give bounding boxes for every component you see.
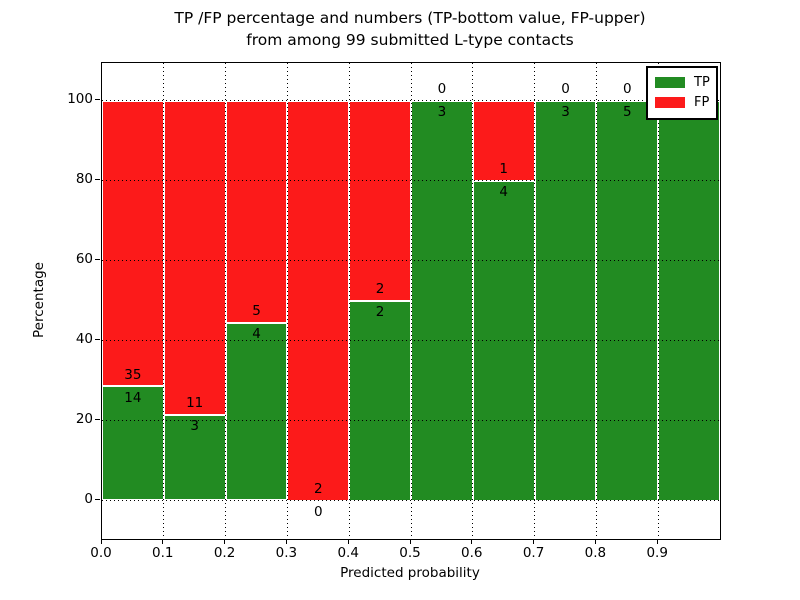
- fp-color-swatch: [655, 96, 685, 108]
- x-tick-mark: [285, 540, 287, 544]
- bar-segment-fp: [225, 100, 288, 323]
- plot-area: 35141135420220314030505: [101, 62, 721, 540]
- fp-count-label: 0: [561, 81, 570, 97]
- v-gridline: [534, 63, 536, 539]
- x-tick-mark: [347, 540, 349, 544]
- fp-count-label: 1: [499, 161, 508, 177]
- legend-label-tp: TP: [694, 74, 710, 90]
- bar-segment-fp: [163, 100, 226, 415]
- y-axis-label: Percentage: [31, 262, 47, 338]
- bar-segment-fp: [349, 100, 411, 301]
- x-tick-mark: [656, 540, 658, 544]
- chart-title-line2: from among 99 submitted L-type contacts: [246, 31, 574, 49]
- bar-segment-tp: [225, 322, 288, 501]
- bar-segment-tp: [163, 414, 226, 501]
- x-tick-label: 0.1: [152, 545, 174, 561]
- tp-count-label: 4: [252, 326, 261, 343]
- x-tick-label: 0.2: [213, 545, 236, 561]
- fp-count-label: 2: [314, 481, 323, 497]
- bar-segment-fp: [287, 100, 350, 501]
- bar-segment-tp: [658, 100, 720, 501]
- x-tick-label: 0.7: [522, 545, 545, 561]
- tp-color-swatch: [655, 76, 685, 88]
- y-tick-mark: [95, 259, 100, 260]
- x-tick-label: 0.0: [90, 545, 112, 561]
- bar-segment-tp: [349, 300, 411, 501]
- fp-count-label: 35: [124, 366, 142, 383]
- x-tick-mark: [224, 540, 226, 544]
- fp-count-label: 11: [186, 395, 204, 412]
- y-tick-label: 40: [75, 331, 93, 347]
- v-gridline: [657, 63, 659, 539]
- x-tick-label: 0.8: [584, 545, 607, 561]
- fp-count-label: 0: [437, 81, 447, 97]
- legend-item-tp: TP: [648, 72, 716, 92]
- bar-segment-tp: [411, 100, 473, 501]
- v-gridline: [286, 63, 288, 539]
- tp-count-label: 3: [437, 104, 447, 120]
- y-tick-label: 0: [84, 491, 93, 507]
- y-tick-mark: [95, 499, 100, 500]
- x-tick-mark: [409, 540, 411, 544]
- bar-segment-tp: [102, 386, 164, 501]
- x-tick-label: 0.3: [275, 545, 298, 561]
- x-tick-label: 0.6: [461, 545, 483, 561]
- tp-count-label: 2: [375, 304, 385, 320]
- tp-count-label: 4: [499, 184, 508, 200]
- bar-segment-fp: [102, 100, 164, 387]
- v-gridline: [348, 63, 350, 539]
- x-tick-mark: [162, 540, 164, 544]
- y-tick-label: 80: [75, 171, 93, 187]
- tp-count-label: 14: [124, 389, 142, 406]
- x-axis-label: Predicted probability: [340, 565, 480, 581]
- legend-label-fp: FP: [694, 94, 710, 110]
- legend: TP FP: [646, 66, 718, 120]
- x-tick-mark: [533, 540, 535, 544]
- x-tick-mark: [100, 540, 102, 544]
- x-tick-label: 0.4: [337, 545, 359, 561]
- bar-segment-tp: [534, 100, 597, 501]
- v-gridline: [225, 63, 227, 539]
- tp-count-label: 3: [561, 104, 570, 120]
- fp-count-label: 2: [375, 281, 385, 297]
- fp-count-label: 0: [623, 81, 632, 97]
- x-tick-mark: [471, 540, 473, 544]
- y-tick-mark: [95, 179, 100, 180]
- v-gridline: [410, 63, 412, 539]
- y-tick-label: 60: [75, 251, 93, 267]
- y-tick-mark: [95, 99, 100, 100]
- x-tick-label: 0.9: [646, 545, 668, 561]
- y-tick-label: 100: [67, 91, 93, 107]
- x-tick-label: 0.5: [399, 545, 421, 561]
- x-tick-mark: [594, 540, 596, 544]
- y-tick-mark: [95, 419, 100, 420]
- tp-count-label: 3: [190, 418, 199, 435]
- v-gridline: [163, 63, 165, 539]
- legend-item-fp: FP: [648, 92, 716, 112]
- v-gridline: [595, 63, 597, 539]
- y-tick-mark: [95, 339, 100, 340]
- v-gridline: [472, 63, 474, 539]
- tp-count-label: 0: [314, 504, 323, 520]
- tp-count-label: 5: [623, 104, 632, 120]
- chart-title-line1: TP /FP percentage and numbers (TP-bottom…: [174, 9, 646, 27]
- bar-segment-tp: [596, 100, 659, 501]
- y-tick-label: 20: [75, 411, 93, 427]
- fp-count-label: 5: [252, 303, 261, 320]
